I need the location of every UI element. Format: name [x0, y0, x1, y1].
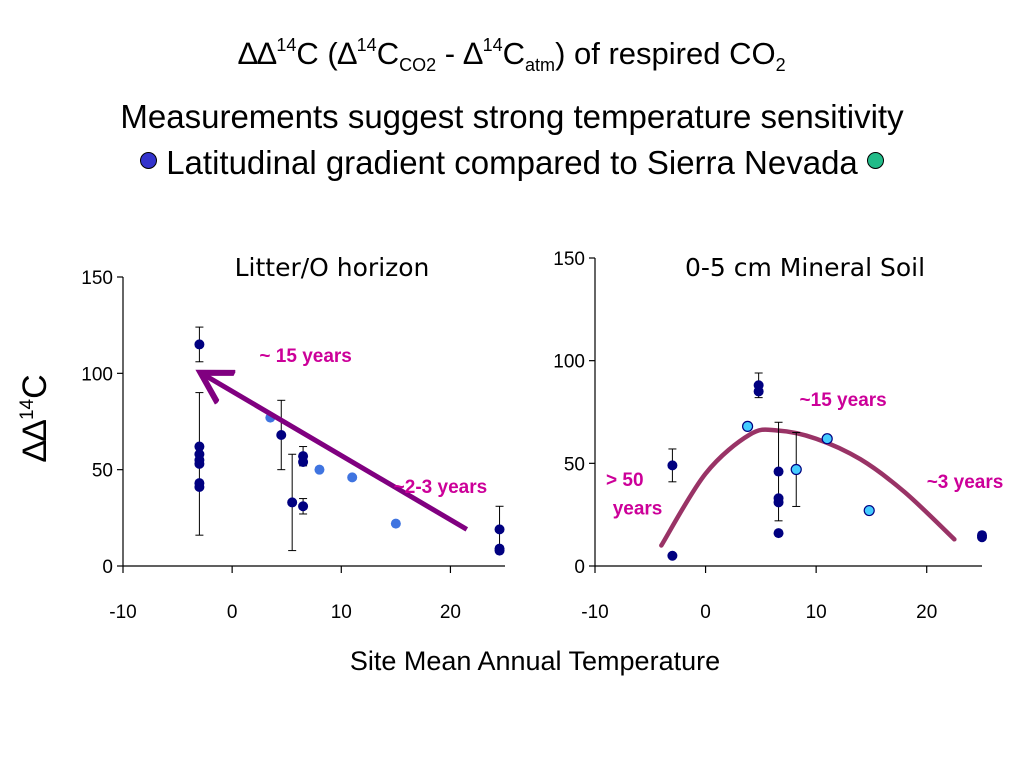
title-delta-2: ∆ [337, 36, 357, 71]
data-point [298, 456, 309, 467]
data-point [667, 550, 678, 561]
title-tail: ) of respired CO [555, 36, 776, 71]
data-point [194, 441, 205, 452]
data-point [773, 528, 784, 539]
data-point [667, 460, 678, 471]
title-sub-co2: CO2 [399, 55, 437, 75]
data-point [194, 458, 205, 469]
title-sup-2: 14 [356, 35, 377, 55]
fit-curve [659, 427, 957, 548]
sierra-legend-dot [866, 152, 884, 169]
data-point [773, 497, 784, 508]
gradient-line: Latitudinal gradient compared to Sierra … [0, 144, 1024, 182]
x-tick-label: 0 [227, 602, 238, 623]
slide-title: ∆∆14C (∆14CCO2 - ∆14Catm) of respired CO… [0, 35, 1024, 75]
chart-panel-2: 0 50 100 150 -10 0 10 20 0-5 cm Mineral Soil ~15 … [553, 249, 1003, 623]
data-point [863, 504, 875, 517]
y-tick-label: 50 [564, 454, 585, 475]
data-point [347, 472, 358, 483]
title-delta-3: ∆ [463, 36, 483, 71]
data-point [298, 501, 309, 512]
annotation-label: ~3 years [927, 472, 1004, 493]
chart-panel-1: 0 50 100 150 -10 0 10 20 Litter/O horizon ~ 15 ye… [81, 253, 505, 623]
data-point [314, 464, 325, 475]
panel-title: Litter/O horizon [235, 253, 430, 282]
title-sub-2: 2 [775, 55, 786, 75]
y-label-c: C [16, 374, 54, 399]
panel-title: 0-5 cm Mineral Soil [685, 253, 925, 282]
data-point [287, 497, 298, 508]
x-tick-label: 10 [806, 602, 827, 623]
data-point [276, 429, 287, 440]
title-sup-1: 14 [276, 35, 297, 55]
trend-arrow [205, 375, 469, 532]
title-delta: ∆∆ [238, 36, 277, 71]
y-tick-label: 0 [102, 557, 113, 578]
y-tick-label: 100 [81, 364, 113, 385]
y-axis-label: ∆∆14C [16, 374, 54, 461]
data-point [194, 482, 205, 493]
x-tick-label: -10 [581, 602, 608, 623]
x-tick-label: -10 [109, 602, 136, 623]
data-point [977, 532, 987, 543]
data-point [494, 524, 505, 535]
x-tick-label: 20 [916, 602, 937, 623]
y-tick-label: 0 [574, 557, 585, 578]
x-tick-label: 20 [440, 602, 461, 623]
annotation-label: > 50 [606, 470, 644, 491]
y-label-delta: ∆∆ [16, 420, 54, 462]
data-point [753, 386, 764, 397]
gradient-text: Latitudinal gradient compared to Sierra … [166, 144, 858, 181]
data-point [821, 433, 833, 445]
annotation-label: years [613, 499, 663, 520]
data-point [194, 339, 205, 350]
data-point [790, 463, 802, 476]
title-sup-3: 14 [482, 35, 503, 55]
x-axis-label: Site Mean Annual Temperature [350, 646, 720, 676]
y-label-sup: 14 [17, 398, 38, 420]
title-part-3: C [502, 36, 526, 71]
data-point [773, 466, 784, 477]
data-point [494, 545, 505, 556]
title-part-1: C ( [296, 36, 338, 71]
y-tick-label: 150 [553, 249, 585, 270]
data-point [390, 518, 401, 529]
data-point [741, 420, 754, 432]
annotation-label: ~2-3 years [394, 477, 488, 498]
title-sub-atm: atm [525, 55, 556, 75]
title-minus: - [436, 36, 464, 71]
slide-subtitle: Measurements suggest strong temperature … [120, 98, 904, 135]
title-part-2: C [376, 36, 400, 71]
y-tick-label: 50 [92, 461, 113, 482]
x-tick-label: 10 [331, 602, 352, 623]
annotation-label: ~ 15 years [259, 346, 351, 367]
x-tick-label: 0 [700, 602, 711, 623]
y-tick-label: 100 [553, 352, 585, 373]
y-tick-label: 150 [81, 268, 113, 289]
annotation-label: ~15 years [800, 390, 887, 411]
latitudinal-legend-dot [140, 152, 158, 169]
